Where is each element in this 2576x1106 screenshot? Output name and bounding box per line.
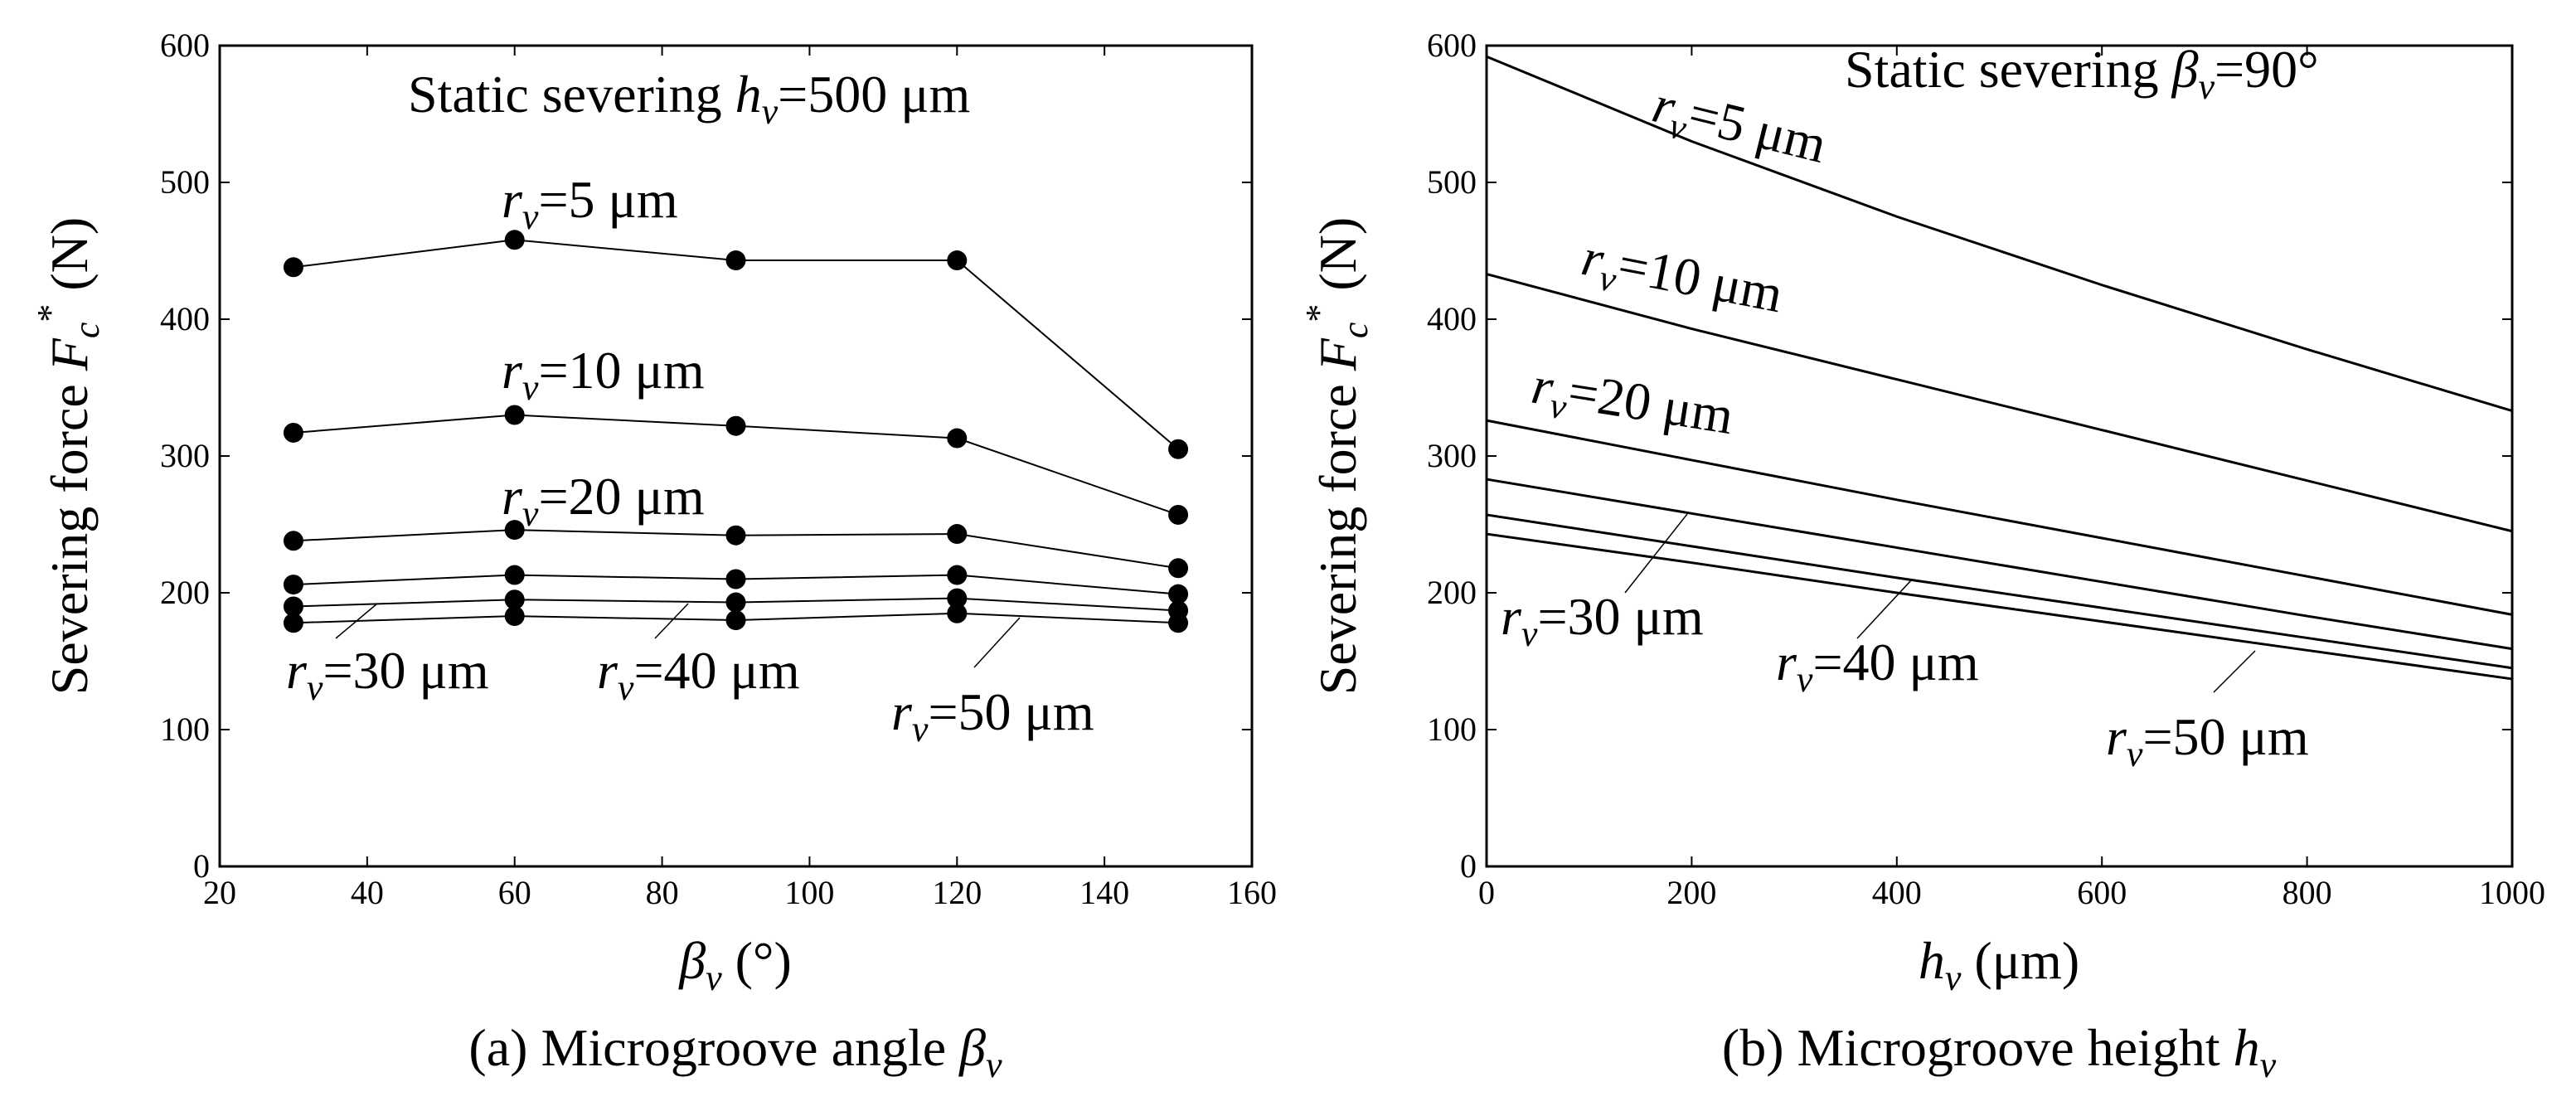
panel-b-x-axis-label: hv (μm) xyxy=(1919,931,2079,998)
panel-a-data-point xyxy=(283,257,303,278)
panel-b-label-rv10: rv=10 μm xyxy=(1575,227,1788,332)
panel-a-data-point xyxy=(283,531,303,551)
panel-a: 20 40 60 80 100 120 140 1600100200300400500600 … xyxy=(30,27,1277,1085)
panel-a-data-point xyxy=(283,613,303,633)
panel-a-data-point xyxy=(283,596,303,617)
panel-a-leader-rv40 xyxy=(654,603,689,639)
panel-b-y-tick-label: 300 xyxy=(1427,437,1477,474)
panel-b-ticks: 0 200 400 600 800 1000 0 100 200 300 400 500 600 xyxy=(1427,27,2545,911)
panel-b-x-tick-label: 800 xyxy=(2283,874,2332,911)
panel-b-y-tick-label: 0 xyxy=(1460,847,1477,885)
panel-b-label-rv50: rv=50 μm xyxy=(2106,707,2309,774)
panel-b-x-tick-label: 400 xyxy=(1872,874,1922,911)
panel-a-data-point xyxy=(504,405,525,425)
panel-a-data-point xyxy=(947,524,968,545)
panel-a-data-point xyxy=(947,428,968,449)
panel-a-data-point xyxy=(725,569,746,589)
panel-a-x-tick-label: 80 xyxy=(646,874,679,911)
panel-a-x-tick-label: 100 xyxy=(784,874,834,911)
panel-a-y-tick-label: 200 xyxy=(160,574,210,611)
panel-a-label-rv10: rv=10 μm xyxy=(502,341,705,408)
panel-a-x-tick-label: 120 xyxy=(932,874,982,911)
panel-a-leader-rv30 xyxy=(335,603,378,639)
panel-b-y-tick-label: 500 xyxy=(1427,163,1477,201)
panel-b-y-tick-label: 100 xyxy=(1427,711,1477,748)
panel-a-data-point xyxy=(1168,584,1189,604)
panel-a-y-tick-label: 400 xyxy=(160,300,210,337)
panel-a-data-point xyxy=(1168,613,1189,633)
panel-b-series-line-4 xyxy=(1486,478,2513,651)
panel-a-data-point xyxy=(725,592,746,613)
panel-a-data-point xyxy=(725,415,746,436)
panel-a-data-point xyxy=(1168,558,1189,579)
panel-b-plot-frame xyxy=(1485,44,2514,868)
panel-b-title: Static severing βv=90° xyxy=(1845,40,2319,107)
panel-a-title: Static severing hv=500 μm xyxy=(408,65,970,132)
panel-a-y-axis-label: Severing force Fc* (N) xyxy=(30,217,107,695)
panel-a-leader-rv50 xyxy=(973,617,1021,668)
panel-a-data-point xyxy=(504,230,525,250)
panel-a-data-point xyxy=(1168,439,1189,459)
panel-a-data-point xyxy=(1168,504,1189,525)
panel-a-data-point xyxy=(947,565,968,585)
panel-a-ticks: 20 40 60 80 100 120 140 160 0 100 200 300 400 500 600 xyxy=(160,27,1277,911)
panel-a-data-point xyxy=(947,588,968,609)
panel-b-y-axis-label: Severing force Fc* (N) xyxy=(1298,217,1375,695)
panel-a-label-rv30: rv=30 μm xyxy=(286,641,489,708)
panel-a-caption: (a) Microgroove angle βv xyxy=(468,1018,1002,1085)
panel-a-x-tick-label: 60 xyxy=(498,874,531,911)
panel-b-label-rv40: rv=40 μm xyxy=(1776,633,1979,700)
panel-a-y-tick-label: 600 xyxy=(160,27,210,64)
panel-b-x-tick-label: 200 xyxy=(1666,874,1716,911)
panel-a-x-axis-label: βv (°) xyxy=(677,931,792,998)
panel-a-data-point xyxy=(947,603,968,623)
panel-b: 0 200 400 600 800 1000 0 100 200 300 400 500 600 Sta… xyxy=(1298,27,2545,1085)
panel-b-y-tick-label: 600 xyxy=(1427,27,1477,64)
panel-a-data-point xyxy=(283,422,303,443)
panel-a-x-tick-label: 20 xyxy=(203,874,236,911)
panel-a-data-point xyxy=(283,575,303,595)
panel-a-data-point xyxy=(725,610,746,630)
panel-b-x-tick-label: 600 xyxy=(2077,874,2127,911)
panel-a-series xyxy=(283,230,1189,633)
panel-a-label-rv40: rv=40 μm xyxy=(597,641,800,708)
panel-a-data-point xyxy=(504,520,525,541)
panel-a-plot-frame xyxy=(218,44,1254,868)
panel-a-y-tick-label: 0 xyxy=(193,847,210,885)
panel-b-label-rv30: rv=30 μm xyxy=(1501,587,1704,654)
panel-a-data-point xyxy=(504,565,525,585)
panel-b-leader-rv40 xyxy=(1856,580,1912,639)
panel-b-series-line-6 xyxy=(1486,532,2513,681)
panel-b-series-line-5 xyxy=(1486,513,2513,670)
panel-b-y-tick-label: 400 xyxy=(1427,300,1477,337)
panel-a-y-tick-label: 500 xyxy=(160,163,210,201)
panel-b-label-rv20: rv=20 μm xyxy=(1526,356,1737,454)
panel-a-data-point xyxy=(504,589,525,610)
panel-a-y-tick-label: 100 xyxy=(160,711,210,748)
panel-a-x-tick-label: 140 xyxy=(1079,874,1129,911)
panel-b-label-rv5: rv=5 μm xyxy=(1645,75,1832,182)
panel-a-x-tick-label: 160 xyxy=(1227,874,1277,911)
panel-b-leader-rv30 xyxy=(1624,513,1688,594)
panel-b-y-tick-label: 200 xyxy=(1427,574,1477,611)
panel-a-label-rv50: rv=50 μm xyxy=(891,682,1094,749)
panel-b-x-tick-label: 1000 xyxy=(2479,874,2545,911)
panel-b-series xyxy=(1486,55,2513,681)
panel-a-data-point xyxy=(725,250,746,271)
panel-a-data-point xyxy=(504,606,525,627)
panel-b-series-line-1 xyxy=(1486,55,2513,412)
panel-b-series-line-2 xyxy=(1486,273,2513,533)
panel-a-data-point xyxy=(725,525,746,546)
panel-a-y-tick-label: 300 xyxy=(160,437,210,474)
panel-a-label-rv5: rv=5 μm xyxy=(502,170,678,237)
panel-b-x-tick-label: 0 xyxy=(1478,874,1495,911)
panel-a-label-rv20: rv=20 μm xyxy=(502,467,705,534)
panel-b-caption: (b) Microgroove height hv xyxy=(1722,1018,2277,1085)
panel-b-series-line-3 xyxy=(1486,419,2513,616)
panel-a-x-tick-label: 40 xyxy=(351,874,384,911)
panel-b-leader-rv50 xyxy=(2213,650,2256,693)
panel-a-data-point xyxy=(947,250,968,271)
